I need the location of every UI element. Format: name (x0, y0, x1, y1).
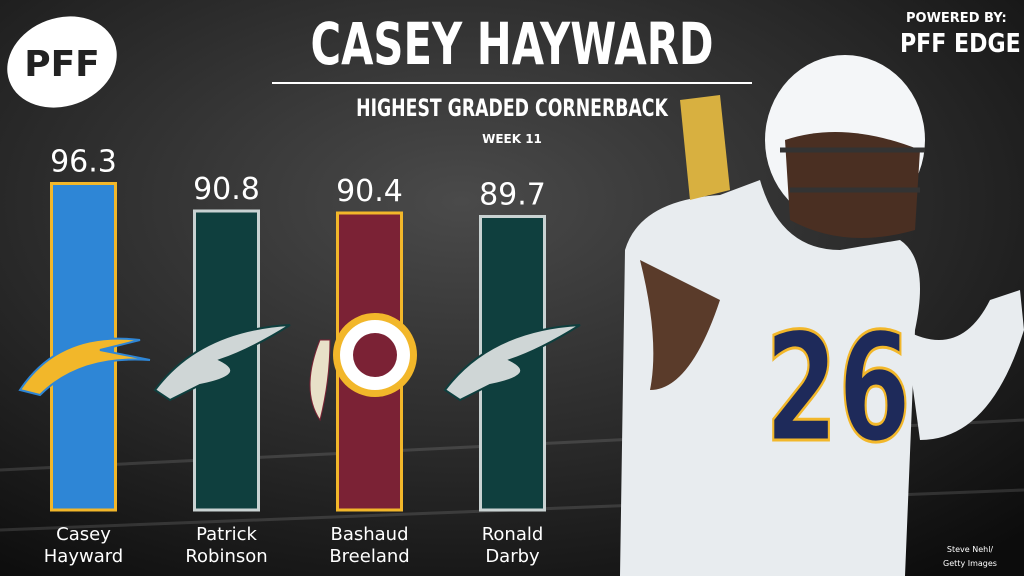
x-tick-label: Ronald Darby (482, 524, 544, 567)
period: WEEK 11 (482, 132, 542, 146)
subtitle: HIGHEST GRADED CORNERBACK (356, 94, 668, 122)
powered-by: POWERED BY: (906, 11, 1007, 26)
photo-credit: Getty Images (943, 559, 997, 568)
value-label: 96.3 (50, 145, 117, 180)
photo-credit: Steve Nehl/ (947, 545, 994, 554)
value-label: 90.4 (336, 174, 403, 209)
x-tick-label: Casey Hayward (44, 524, 123, 567)
player-photo: 26 (620, 55, 1024, 576)
value-label: 90.8 (193, 172, 260, 207)
svg-text:26: 26 (765, 301, 911, 476)
x-tick-label: Bashaud Breeland (329, 524, 409, 567)
value-label: 89.7 (479, 178, 546, 213)
team-logos (18, 313, 581, 422)
x-tick-label: Patrick Robinson (185, 524, 267, 567)
brand: PFF (24, 44, 100, 85)
chart-title: CASEY HAYWARD (310, 10, 713, 78)
powered-brand: PFF EDGE (900, 28, 1021, 58)
pff-logo: PFF (7, 16, 117, 108)
